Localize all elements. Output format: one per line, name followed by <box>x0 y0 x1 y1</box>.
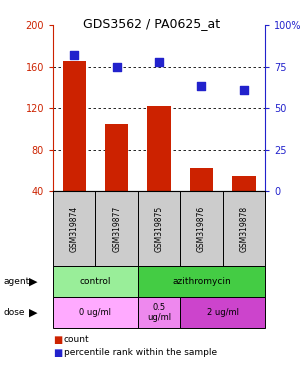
Text: ▶: ▶ <box>29 276 37 286</box>
Point <box>241 87 246 93</box>
Bar <box>138 266 265 297</box>
Text: 2 ug/ml: 2 ug/ml <box>207 308 239 317</box>
Text: 0.5
ug/ml: 0.5 ug/ml <box>147 303 171 322</box>
Bar <box>138 191 180 266</box>
Bar <box>95 191 138 266</box>
Point <box>157 58 161 65</box>
Bar <box>180 191 223 266</box>
Bar <box>138 297 180 328</box>
Text: count: count <box>64 335 89 344</box>
Bar <box>53 191 95 266</box>
Text: ■: ■ <box>53 348 62 358</box>
Bar <box>148 106 171 191</box>
Text: azithromycin: azithromycin <box>172 277 231 286</box>
Text: ▶: ▶ <box>29 308 37 318</box>
Bar <box>232 175 256 191</box>
Bar <box>105 124 128 191</box>
Bar <box>62 61 86 191</box>
Point <box>199 83 204 89</box>
Point <box>72 52 77 58</box>
Text: GDS3562 / PA0625_at: GDS3562 / PA0625_at <box>83 17 220 30</box>
Text: control: control <box>80 277 111 286</box>
Text: dose: dose <box>3 308 25 317</box>
Text: GSM319874: GSM319874 <box>70 205 79 252</box>
Bar <box>190 168 213 191</box>
Text: GSM319878: GSM319878 <box>239 205 248 252</box>
Text: 0 ug/ml: 0 ug/ml <box>79 308 112 317</box>
Bar <box>53 266 138 297</box>
Point <box>114 63 119 70</box>
Text: GSM319875: GSM319875 <box>155 205 164 252</box>
Bar <box>53 297 138 328</box>
Text: percentile rank within the sample: percentile rank within the sample <box>64 348 217 357</box>
Text: ■: ■ <box>53 335 62 345</box>
Bar <box>180 297 265 328</box>
Bar <box>223 191 265 266</box>
Text: GSM319877: GSM319877 <box>112 205 121 252</box>
Text: GSM319876: GSM319876 <box>197 205 206 252</box>
Text: agent: agent <box>3 277 29 286</box>
